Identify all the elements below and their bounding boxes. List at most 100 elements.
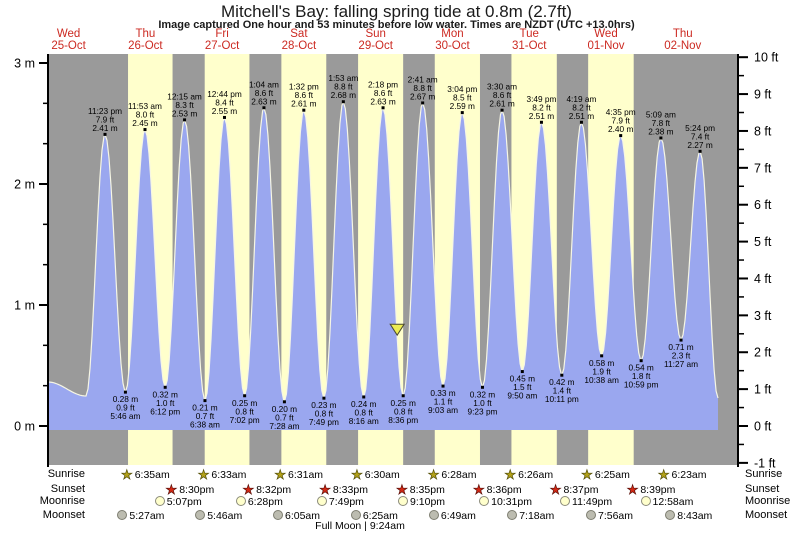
moonset-time: 6:25am [362, 509, 398, 522]
tide-event-label: 0.45 m 1.5 ft 9:50 am [507, 374, 537, 401]
moonrise-time: 6:28pm [247, 496, 283, 508]
moonset-icon [350, 509, 361, 520]
moonrise-icon [560, 496, 571, 506]
axis-minor-tick [739, 406, 744, 409]
sunrise-icon: ★ [197, 467, 210, 482]
tide-point [322, 396, 326, 400]
tide-point [560, 373, 564, 377]
axis-minor-tick [739, 148, 744, 151]
sunset-icon: ★ [242, 481, 255, 497]
tide-event-label: 0.33 m 1.1 ft 9:03 am [428, 388, 458, 415]
tide-event-label: 0.54 m 1.8 ft 10:59 pm [624, 363, 659, 390]
axis-minor-tick [739, 333, 744, 335]
day-label: Sat 28-Oct [261, 28, 337, 52]
sunrise-time: 6:28am [441, 469, 477, 481]
sunset-event: ★ 8:33pm [319, 482, 368, 497]
axis-minor-tick [739, 222, 744, 224]
sunrise-icon: ★ [427, 467, 440, 482]
axis-minor-tick [739, 296, 744, 298]
day-name: Fri [215, 28, 229, 40]
moonset-event: 6:49am [428, 509, 476, 523]
day-label: Mon 30-Oct [414, 28, 490, 52]
moonset-event: 5:46am [195, 509, 242, 523]
sunset-time: 8:35pm [409, 483, 445, 496]
sunset-event: ★ 8:32pm [242, 481, 291, 497]
axis-tick [739, 425, 748, 427]
axis-tick-label: 3 ft [754, 309, 772, 323]
tide-area [48, 101, 718, 430]
sunrise-event: ★ 6:25am [581, 468, 630, 482]
tide-point [480, 385, 484, 389]
axis-tick-label: 10 ft [754, 51, 779, 65]
axis-tick-label: 0 m [14, 420, 35, 434]
day-name: Thu [135, 28, 156, 40]
day-label: Sun 29-Oct [338, 28, 414, 52]
sunset-time: 8:39pm [640, 483, 676, 496]
tide-point [421, 101, 425, 105]
axis-tick [739, 351, 748, 354]
row-label-right-moonset: Moonset [745, 508, 788, 521]
sunrise-event: ★ 6:31am [274, 468, 323, 482]
y-axis-right [737, 54, 739, 467]
moonset-time: 5:46am [207, 509, 243, 522]
axis-tick-label: 5 ft [754, 235, 772, 249]
day-name: Wed [594, 28, 618, 40]
tide-event-label: 3:04 pm 8.5 ft 2.59 m [447, 84, 477, 111]
day-label: Fri 27-Oct [184, 28, 260, 52]
axis-minor-tick [739, 111, 744, 114]
day-label: Wed 01-Nov [568, 28, 644, 52]
sunset-event: ★ 8:37pm [549, 482, 599, 497]
sunset-event: ★ 8:30pm [165, 482, 214, 497]
tide-point [500, 108, 504, 112]
axis-tick-label: -1 ft [754, 456, 776, 470]
day-name: Wed [56, 28, 81, 40]
day-date: 27-Oct [204, 39, 240, 52]
tide-curve [47, 99, 719, 403]
moonrise-event: 5:07pm [154, 495, 202, 509]
tide-event-label: 0.25 m 0.8 ft 7:02 pm [230, 398, 260, 425]
moonset-event: 6:25am [350, 509, 398, 523]
y-axis-left [47, 54, 49, 467]
day-label: Wed 25-Oct [31, 28, 107, 52]
axis-tick-label: 6 ft [754, 198, 772, 212]
day-name: Thu [672, 28, 693, 40]
moonset-event: 7:18am [507, 509, 554, 523]
moonrise-time: 11:49pm [572, 496, 613, 508]
tide-event-label: 12:44 pm 8.4 ft 2.55 m [207, 89, 242, 116]
sunrise-time: 6:25am [594, 469, 630, 481]
axis-tick [39, 62, 48, 64]
sunrise-time: 6:26am [518, 469, 554, 481]
sunset-time: 8:37pm [563, 483, 599, 496]
axis-minor-tick [739, 74, 744, 77]
moonrise-time: 9:10pm [410, 496, 446, 508]
chart-subtitle: Image captured One hour and 53 minutes b… [158, 19, 635, 31]
axis-tick [739, 388, 748, 391]
row-label-right-sunrise: Sunrise [745, 468, 783, 480]
tide-event-label: 2:41 am 8.8 ft 2.67 m [408, 74, 438, 101]
tide-point [341, 100, 345, 104]
moonset-event: 6:05am [272, 509, 320, 523]
moonrise-time: 10:31pm [491, 496, 532, 508]
day-name: Mon [441, 28, 464, 40]
moonset-icon [586, 509, 596, 520]
moonset-icon [507, 509, 518, 520]
sunset-icon: ★ [626, 481, 639, 497]
day-label: Thu 26-Oct [107, 28, 183, 52]
day-date: 01-Nov [587, 39, 625, 52]
moonrise-icon [235, 496, 246, 506]
tide-event-label: 0.24 m 0.8 ft 8:16 am [349, 399, 379, 426]
full-moon-label: Full Moon | 9:24am [315, 520, 405, 532]
moonrise-event: 12:58am [640, 495, 693, 509]
moonset-icon [117, 509, 128, 520]
tide-event-label: 1:32 pm 8.6 ft 2.61 m [289, 82, 319, 109]
moonset-event: 5:27am [117, 509, 164, 523]
sunrise-icon: ★ [351, 467, 363, 482]
tide-event-label: 0.28 m 0.9 ft 5:46 am [110, 394, 140, 421]
tide-event-label: 0.25 m 0.8 ft 8:36 pm [388, 398, 418, 425]
axis-minor-tick [739, 185, 744, 188]
tide-point [600, 354, 604, 358]
tide-event-label: 1:04 am 8.6 ft 2.63 m [249, 79, 279, 106]
axis-tick [739, 277, 748, 280]
tide-point [659, 136, 663, 140]
